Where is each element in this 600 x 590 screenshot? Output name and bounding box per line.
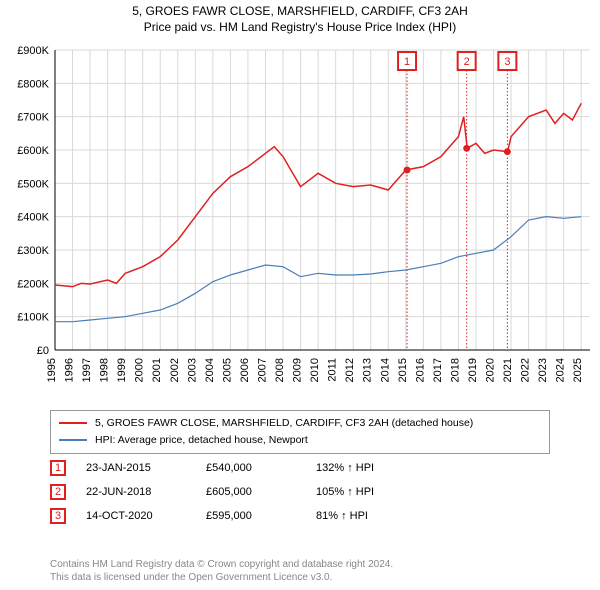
- svg-text:1995: 1995: [46, 358, 58, 382]
- sale-row: 1 23-JAN-2015 £540,000 132% ↑ HPI: [50, 460, 550, 476]
- sale-date: 14-OCT-2020: [86, 510, 186, 522]
- svg-text:2001: 2001: [151, 358, 163, 382]
- svg-text:2013: 2013: [362, 358, 374, 382]
- svg-text:2019: 2019: [467, 358, 479, 382]
- sale-price: £540,000: [206, 462, 296, 474]
- svg-text:£500K: £500K: [17, 178, 49, 190]
- svg-text:£300K: £300K: [17, 245, 49, 257]
- svg-text:2011: 2011: [327, 358, 339, 382]
- svg-text:2017: 2017: [432, 358, 444, 382]
- sale-date: 23-JAN-2015: [86, 462, 186, 474]
- sale-pct: 105% ↑ HPI: [316, 486, 426, 498]
- sale-marker: 3: [50, 508, 66, 524]
- svg-text:1997: 1997: [81, 358, 93, 382]
- chart-area: £0 £100K £200K £300K £400K £500K £600K £700K £80…: [0, 40, 600, 400]
- svg-text:2006: 2006: [239, 358, 251, 382]
- svg-text:2007: 2007: [256, 358, 268, 382]
- svg-text:£200K: £200K: [17, 278, 49, 290]
- svg-text:1996: 1996: [64, 358, 76, 382]
- sale-price: £595,000: [206, 510, 296, 522]
- sale-price: £605,000: [206, 486, 296, 498]
- svg-text:2015: 2015: [397, 358, 409, 382]
- svg-text:2024: 2024: [555, 358, 567, 382]
- sale-pct: 132% ↑ HPI: [316, 462, 426, 474]
- svg-text:2002: 2002: [169, 358, 181, 382]
- svg-text:£800K: £800K: [17, 78, 49, 90]
- sale-row: 3 14-OCT-2020 £595,000 81% ↑ HPI: [50, 508, 550, 524]
- footer: Contains HM Land Registry data © Crown c…: [50, 558, 550, 584]
- legend-swatch-blue: [59, 439, 87, 441]
- svg-text:2020: 2020: [485, 358, 497, 382]
- sale-pct: 81% ↑ HPI: [316, 510, 426, 522]
- legend-row-blue: HPI: Average price, detached house, Newp…: [59, 432, 541, 449]
- svg-text:2005: 2005: [221, 358, 233, 382]
- svg-text:£0: £0: [37, 345, 49, 357]
- svg-text:2018: 2018: [449, 358, 461, 382]
- chart-title-line2: Price paid vs. HM Land Registry's House …: [0, 18, 600, 34]
- svg-text:£900K: £900K: [17, 45, 49, 57]
- footer-line1: Contains HM Land Registry data © Crown c…: [50, 558, 550, 571]
- svg-text:2008: 2008: [274, 358, 286, 382]
- legend-box: 5, GROES FAWR CLOSE, MARSHFIELD, CARDIFF…: [50, 410, 550, 454]
- sale-marker: 1: [50, 460, 66, 476]
- svg-text:2010: 2010: [309, 358, 321, 382]
- chart-svg: £0 £100K £200K £300K £400K £500K £600K £700K £80…: [0, 40, 600, 400]
- svg-text:2003: 2003: [186, 358, 198, 382]
- svg-text:2004: 2004: [204, 358, 216, 382]
- sales-table: 1 23-JAN-2015 £540,000 132% ↑ HPI 2 22-J…: [50, 460, 550, 532]
- svg-text:2023: 2023: [537, 358, 549, 382]
- svg-text:2009: 2009: [292, 358, 304, 382]
- svg-text:2014: 2014: [379, 358, 391, 382]
- legend-label-red: 5, GROES FAWR CLOSE, MARSHFIELD, CARDIFF…: [95, 415, 473, 432]
- legend-row-red: 5, GROES FAWR CLOSE, MARSHFIELD, CARDIFF…: [59, 415, 541, 432]
- svg-text:£700K: £700K: [17, 112, 49, 124]
- sale-date: 22-JUN-2018: [86, 486, 186, 498]
- svg-text:1998: 1998: [99, 358, 111, 382]
- svg-text:2012: 2012: [344, 358, 356, 382]
- svg-text:1: 1: [404, 56, 410, 68]
- svg-text:£600K: £600K: [17, 145, 49, 157]
- svg-text:2000: 2000: [134, 358, 146, 382]
- svg-text:3: 3: [504, 56, 510, 68]
- chart-title-line1: 5, GROES FAWR CLOSE, MARSHFIELD, CARDIFF…: [0, 0, 600, 18]
- sale-marker: 2: [50, 484, 66, 500]
- legend-swatch-red: [59, 422, 87, 424]
- footer-line2: This data is licensed under the Open Gov…: [50, 571, 550, 584]
- sale-row: 2 22-JUN-2018 £605,000 105% ↑ HPI: [50, 484, 550, 500]
- svg-text:2025: 2025: [572, 358, 584, 382]
- svg-text:£400K: £400K: [17, 212, 49, 224]
- svg-text:2021: 2021: [502, 358, 514, 382]
- svg-text:2016: 2016: [414, 358, 426, 382]
- svg-text:1999: 1999: [116, 358, 128, 382]
- legend-label-blue: HPI: Average price, detached house, Newp…: [95, 432, 308, 449]
- svg-text:2: 2: [464, 56, 470, 68]
- svg-text:£100K: £100K: [17, 312, 49, 324]
- svg-text:2022: 2022: [520, 358, 532, 382]
